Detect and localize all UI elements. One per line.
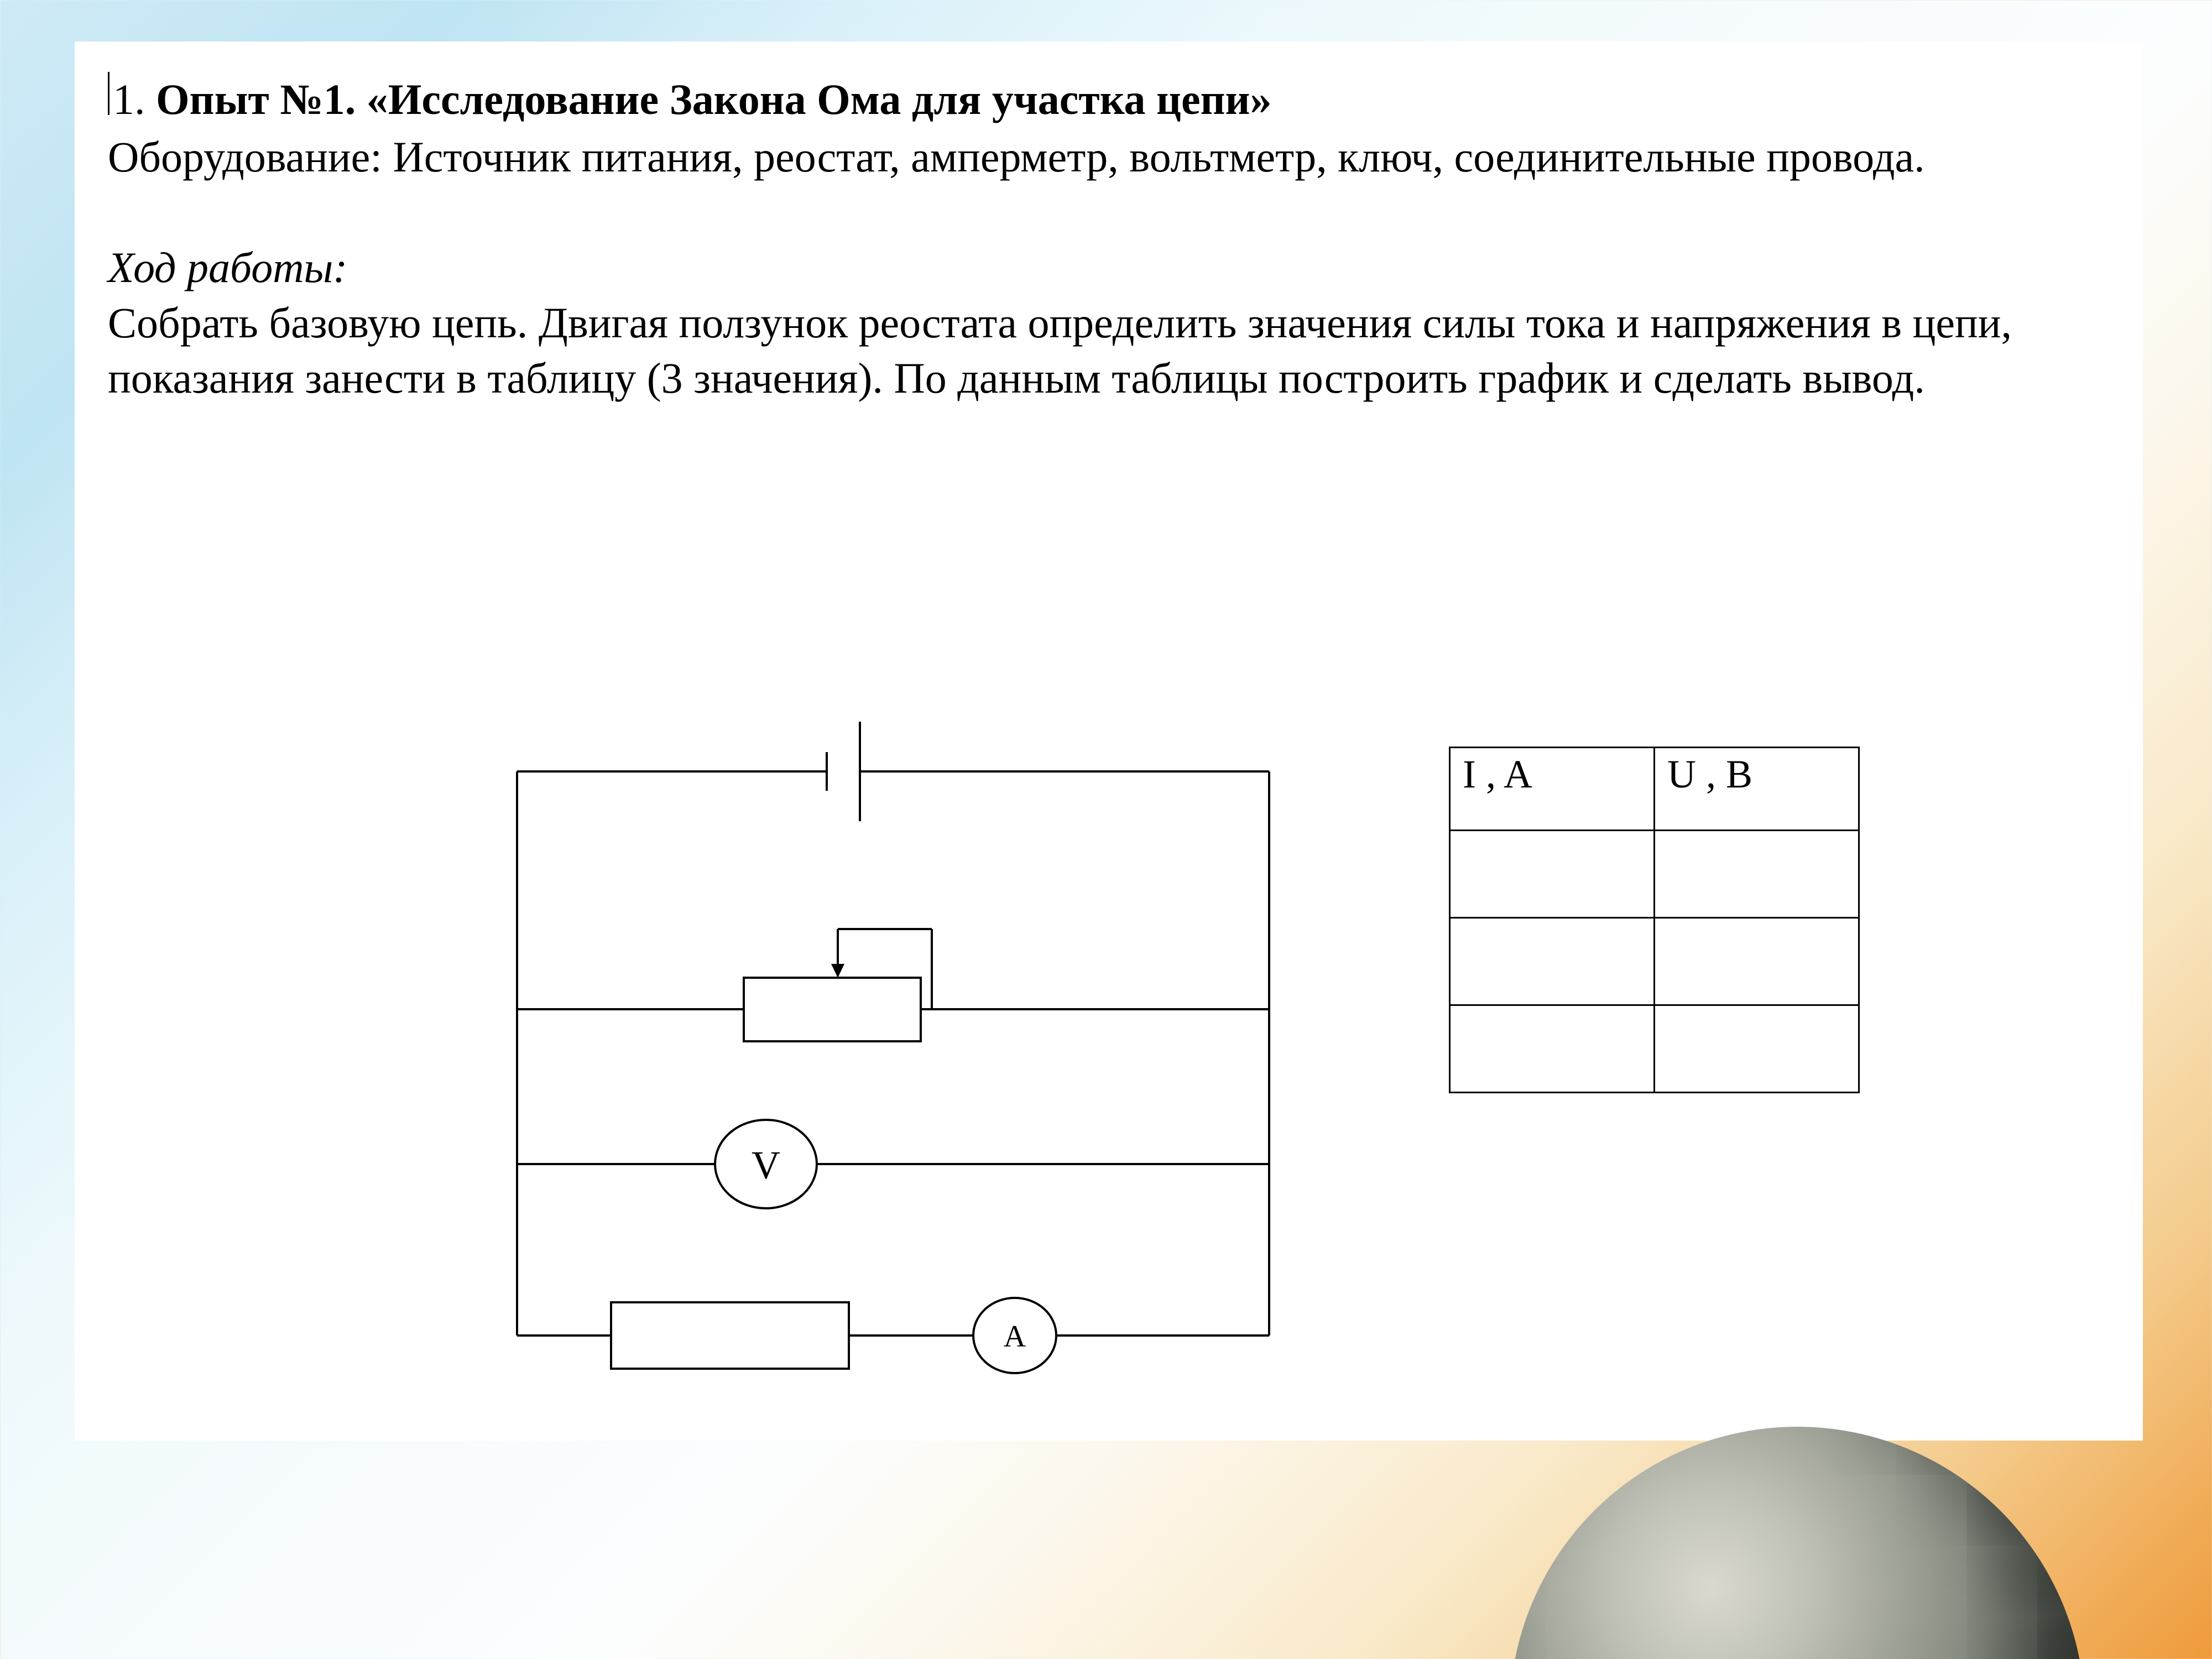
table-cell [1655, 1005, 1859, 1093]
title-line: 1. Опыт №1. «Исследование Закона Ома для… [108, 72, 2104, 127]
table-cell [1655, 831, 1859, 918]
table-cell [1450, 1005, 1655, 1093]
table-row: I , A U , B [1450, 748, 1859, 831]
table-cell [1655, 918, 1859, 1005]
document-card: 1. Опыт №1. «Исследование Закона Ома для… [75, 41, 2143, 1441]
circuit-diagram: V A [451, 711, 1313, 1418]
voltmeter-label: V [752, 1143, 780, 1187]
blank-line [108, 185, 2104, 240]
table-row [1450, 831, 1859, 918]
table-cell [1450, 918, 1655, 1005]
equipment-paragraph: Оборудование: Источник питания, реостат,… [108, 129, 2099, 185]
title-number: 1. [113, 75, 145, 123]
workflow-body: Собрать базовую цепь. Двигая ползунок ре… [108, 295, 2099, 406]
planet-decoration [1510, 1427, 2085, 1659]
measurements-table: I , A U , B [1449, 747, 1860, 1093]
table-row [1450, 918, 1859, 1005]
table-row [1450, 1005, 1859, 1093]
workflow-heading: Ход работы: [108, 240, 2104, 295]
title-text: Опыт №1. «Исследование Закона Ома для уч… [145, 75, 1272, 123]
text-cursor-icon [108, 72, 109, 115]
table-header-current: I , A [1450, 748, 1655, 831]
table-cell [1450, 831, 1655, 918]
table-header-voltage: U , B [1655, 748, 1859, 831]
ammeter-label: A [1004, 1319, 1026, 1354]
